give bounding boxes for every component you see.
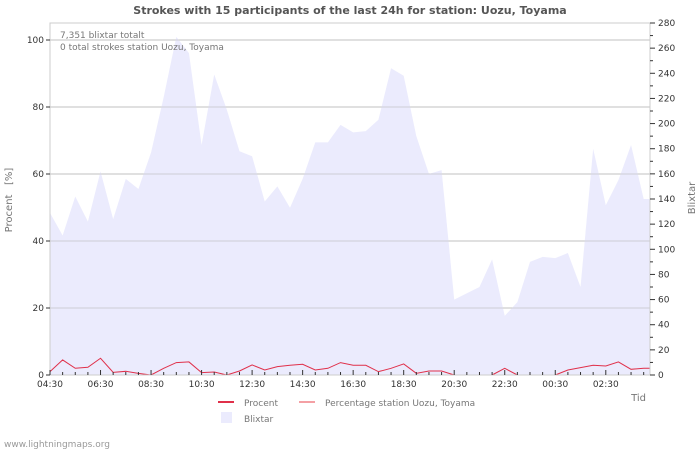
x-tick-label: 06:30 [88,380,114,390]
legend-label-station: Percentage station Uozu, Toyama [325,399,475,409]
y-right-tick-label: 60 [658,296,670,306]
chart-title: Strokes with 15 participants of the last… [133,4,566,17]
footer-link[interactable]: www.lightningmaps.org [4,440,110,450]
y-right-tick-label: 20 [658,346,670,356]
y-right-tick-label: 80 [658,270,670,280]
axes: 0 20 40 60 80 100 0 20 40 60 80 100 120 140 160 180 200 2… [27,19,676,390]
y-right-label: Blixtar [687,181,698,214]
x-tick-label: 10:30 [189,380,215,390]
x-tick-label: 04:30 [37,380,63,390]
y-right-tick-label: 180 [658,145,675,155]
y-right-tick-label: 40 [658,321,670,331]
y-left-tick-label: 80 [33,103,45,113]
y-right-tick-label: 0 [658,371,664,381]
legend: Procent Percentage station Uozu, Toyama … [218,399,475,425]
x-tick-label: 08:30 [138,380,164,390]
procent-line [49,357,650,376]
y-left-label: Procent [%] [4,168,15,233]
y-right-tick-label: 220 [658,94,675,104]
y-left-tick-label: 60 [33,170,45,180]
x-tick-label: 00:30 [542,380,568,390]
y-right-tick-label: 280 [658,19,675,29]
y-right-tick-label: 240 [658,69,675,79]
x-tick-label: 22:30 [492,380,518,390]
x-tick-label: 18:30 [391,380,417,390]
y-left-tick-label: 40 [33,237,45,247]
legend-label-blixtar: Blixtar [244,415,274,425]
y-right-tick-label: 140 [658,195,675,205]
x-tick-label: 16:30 [340,380,366,390]
legend-swatch-blixtar [221,412,232,423]
x-tick-label: 14:30 [290,380,316,390]
y-right-tick-label: 260 [658,44,675,54]
y-left-tick-label: 20 [33,304,45,314]
annotation-station: 0 total strokes station Uozu, Toyama [60,43,224,53]
x-tick-label: 20:30 [441,380,467,390]
x-tick-label: 12:30 [239,380,265,390]
annotation-total: 7,351 blixtar totalt [60,31,145,41]
procent-segment [491,367,518,376]
blixtar-area [50,36,650,375]
x-tick-label: 02:30 [593,380,619,390]
procent-segment [49,357,455,376]
y-right-tick-label: 160 [658,170,675,180]
procent-segment [555,361,650,376]
y-right-tick-label: 120 [658,220,675,230]
y-right-tick-label: 200 [658,120,675,130]
gridlines-overlay [50,39,650,309]
y-left-tick-label: 100 [27,36,44,46]
y-left-tick-label: 0 [38,371,44,381]
legend-label-procent: Procent [244,399,278,409]
x-axis-label: Tid [630,393,646,404]
y-right-tick-label: 100 [658,245,675,255]
